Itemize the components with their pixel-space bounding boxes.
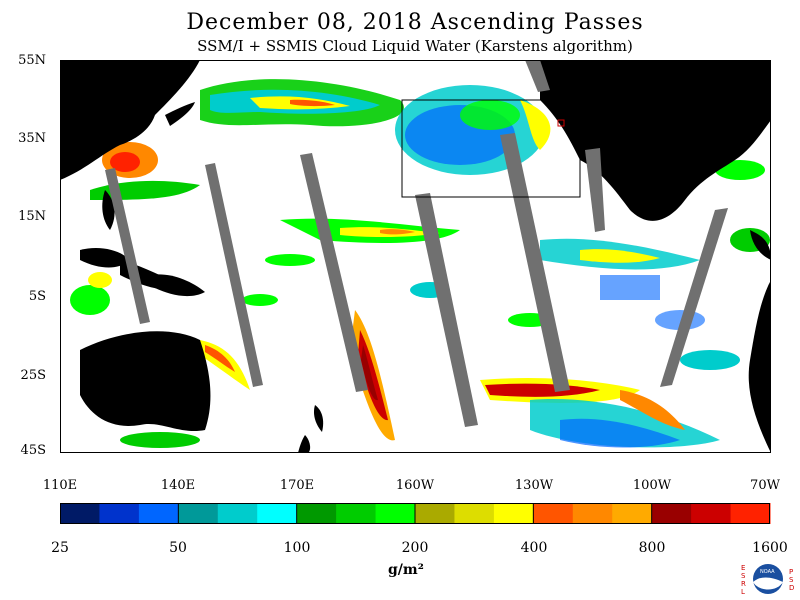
land [60, 60, 771, 453]
marker-box [557, 119, 565, 127]
colorbar-swatch [651, 503, 692, 524]
logo-left-text-4: L [741, 588, 745, 596]
colorbar-swatch [138, 503, 179, 524]
colorbar-swatch [691, 503, 732, 524]
logo-left-text-2: S [741, 572, 746, 580]
lat-label: 55N [18, 53, 46, 68]
logo-right-text-1: P [789, 568, 793, 576]
colorbar-swatch [612, 503, 653, 524]
colorbar-swatch [454, 503, 495, 524]
colorbar-units: g/m² [388, 562, 424, 578]
colorbar-swatch [257, 503, 298, 524]
noaa-emblem-wave [753, 577, 783, 590]
lon-label: 170E [279, 478, 315, 493]
colorbar-swatch [296, 503, 337, 524]
logo-left-text-1: E [741, 564, 745, 572]
lat-label: 5S [28, 289, 46, 304]
colorbar-tick-label: 50 [169, 540, 187, 556]
noaa-logo[interactable]: E S R L NOAA P S D [735, 558, 797, 598]
lon-label: 100W [632, 478, 672, 493]
colorbar-swatch [533, 503, 574, 524]
colorbar-swatch [415, 503, 455, 524]
colorbar-tick-label: 400 [520, 540, 548, 556]
colorbar-swatch [99, 503, 140, 524]
colorbar-tick-label: 25 [51, 540, 69, 556]
colorbar-swatch [730, 503, 771, 524]
region-box [401, 99, 581, 198]
svg-text:NOAA: NOAA [760, 569, 775, 575]
logo-right-text-3: D [789, 584, 794, 592]
lat-label: 15N [18, 209, 46, 224]
lon-label: 70W [750, 478, 780, 493]
lon-label: 140E [160, 478, 196, 493]
lat-label: 25S [20, 368, 46, 383]
logo-left-text-3: R [741, 580, 746, 588]
colorbar [60, 503, 771, 524]
colorbar-swatch [217, 503, 258, 524]
swath-gaps [105, 60, 728, 427]
logo-right-text-2: S [789, 576, 794, 584]
colorbar-swatch [336, 503, 377, 524]
colorbar-swatch [572, 503, 613, 524]
colorbar-swatch [178, 503, 219, 524]
colorbar-tick-label: 1600 [752, 540, 788, 556]
lon-label: 110E [42, 478, 78, 493]
map-subtitle: SSM/I + SSMIS Cloud Liquid Water (Karste… [197, 37, 633, 55]
cloud-liquid-water-map [60, 60, 771, 453]
lon-label: 160W [395, 478, 435, 493]
lon-label: 130W [514, 478, 554, 493]
colorbar-tick-label: 200 [401, 540, 429, 556]
colorbar-swatch [375, 503, 416, 524]
map-title: December 08, 2018 Ascending Passes [186, 10, 644, 35]
map-frame [60, 60, 771, 453]
colorbar-tick-label: 800 [638, 540, 666, 556]
colorbar-swatch [493, 503, 534, 524]
lat-label: 35N [18, 131, 46, 146]
colorbar-swatch [60, 503, 100, 524]
lat-label: 45S [20, 443, 46, 458]
cloud-field [70, 79, 770, 448]
colorbar-tick-label: 100 [283, 540, 311, 556]
